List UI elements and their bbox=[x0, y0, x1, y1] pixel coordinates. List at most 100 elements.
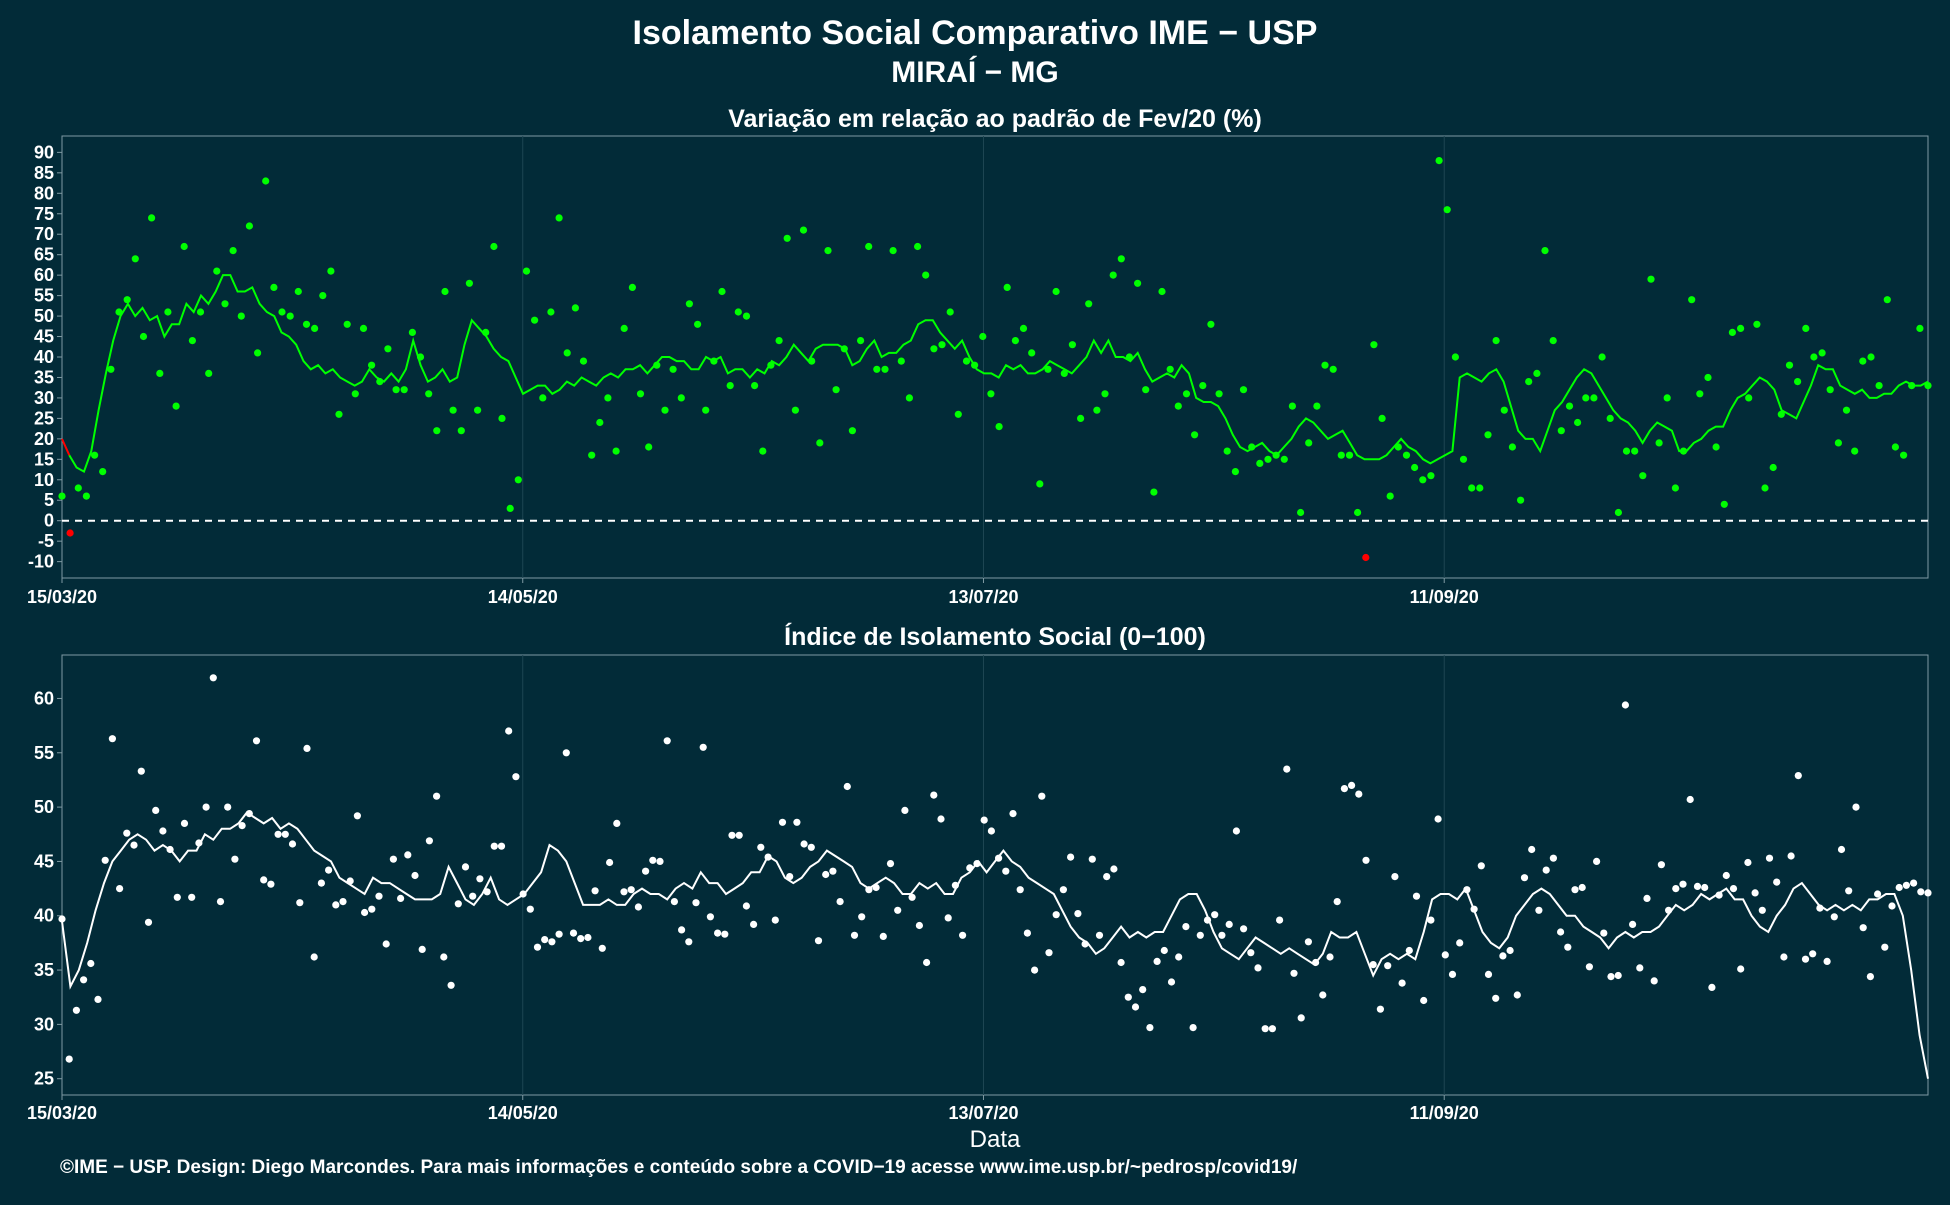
data-point bbox=[188, 893, 196, 901]
data-point bbox=[721, 930, 729, 938]
data-point bbox=[930, 345, 938, 353]
data-point bbox=[172, 402, 180, 410]
data-point bbox=[1354, 508, 1362, 517]
data-point bbox=[879, 932, 887, 941]
data-point bbox=[156, 369, 164, 377]
data-point bbox=[1582, 394, 1590, 402]
data-point bbox=[1045, 949, 1053, 957]
data-point bbox=[873, 365, 881, 373]
data-point bbox=[1902, 881, 1910, 889]
y-tick-label: 80 bbox=[34, 183, 54, 203]
data-point bbox=[531, 316, 539, 324]
data-point bbox=[278, 308, 286, 316]
data-point bbox=[726, 382, 734, 390]
data-point bbox=[1044, 365, 1052, 373]
data-point bbox=[1420, 996, 1428, 1005]
data-point bbox=[512, 773, 520, 781]
data-point bbox=[237, 312, 245, 320]
data-point bbox=[425, 390, 433, 398]
y-tick-label: 40 bbox=[34, 906, 54, 926]
data-point bbox=[807, 843, 815, 851]
panel-isolation-index: Índice de Isolamento Social (0−100) 15/03… bbox=[27, 622, 1932, 1153]
data-point bbox=[1810, 353, 1818, 361]
data-point bbox=[1435, 157, 1443, 165]
data-point bbox=[1355, 790, 1363, 798]
data-point bbox=[1031, 966, 1039, 974]
data-point bbox=[1650, 977, 1658, 985]
data-point bbox=[152, 806, 160, 815]
data-point bbox=[107, 365, 115, 373]
data-point bbox=[1737, 324, 1745, 332]
data-point bbox=[351, 390, 359, 398]
data-point bbox=[457, 427, 465, 435]
data-point bbox=[447, 981, 455, 989]
data-point bbox=[188, 337, 196, 345]
trend-line bbox=[68, 274, 1929, 474]
data-point bbox=[1737, 965, 1745, 973]
data-point bbox=[1823, 957, 1831, 966]
data-point bbox=[1910, 879, 1918, 887]
data-point bbox=[339, 898, 347, 906]
data-point bbox=[670, 898, 679, 906]
data-point bbox=[1441, 951, 1449, 959]
data-point bbox=[1470, 905, 1478, 913]
data-point bbox=[408, 328, 416, 336]
data-point bbox=[1153, 957, 1161, 966]
data-point bbox=[274, 830, 282, 838]
data-point bbox=[1704, 373, 1712, 382]
data-point bbox=[954, 410, 962, 418]
data-point bbox=[915, 921, 924, 930]
data-point bbox=[800, 840, 808, 848]
data-point bbox=[1542, 866, 1550, 874]
data-point bbox=[1622, 447, 1631, 455]
data-point bbox=[1875, 382, 1883, 390]
y-tick-label: 0 bbox=[44, 511, 54, 531]
data-point bbox=[858, 913, 866, 921]
data-point bbox=[604, 394, 612, 402]
data-point bbox=[562, 749, 570, 757]
data-point bbox=[1693, 882, 1702, 891]
data-point bbox=[288, 840, 297, 848]
y-tick-label: -5 bbox=[38, 531, 54, 551]
data-point bbox=[1333, 898, 1341, 906]
data-point bbox=[1785, 361, 1794, 369]
footer-credit: ©IME − USP. Design: Diego Marcondes. Par… bbox=[60, 1157, 1298, 1178]
data-point bbox=[694, 320, 702, 328]
y-tick-label: 35 bbox=[34, 960, 54, 980]
data-point bbox=[1240, 925, 1248, 933]
data-point bbox=[1598, 353, 1606, 361]
data-point bbox=[548, 938, 556, 946]
data-point bbox=[123, 296, 131, 304]
data-point bbox=[1867, 353, 1875, 361]
data-point bbox=[750, 920, 758, 929]
data-point bbox=[400, 386, 408, 394]
data-point bbox=[1859, 924, 1867, 932]
data-point bbox=[346, 877, 354, 885]
data-point bbox=[144, 918, 153, 926]
y-tick-label: 55 bbox=[34, 743, 54, 763]
data-point bbox=[1297, 508, 1305, 517]
data-point bbox=[1593, 857, 1601, 866]
data-point bbox=[1101, 390, 1109, 398]
data-point bbox=[1312, 958, 1320, 967]
data-point bbox=[669, 365, 677, 373]
data-point bbox=[514, 476, 522, 484]
data-point bbox=[1232, 827, 1240, 835]
data-point bbox=[449, 406, 457, 414]
data-point bbox=[1131, 1003, 1140, 1011]
y-tick-label: 5 bbox=[44, 490, 54, 510]
data-point bbox=[1272, 451, 1280, 459]
data-point bbox=[706, 913, 715, 921]
data-point bbox=[74, 484, 82, 492]
data-point bbox=[1722, 871, 1730, 880]
data-point bbox=[325, 866, 333, 874]
data-point bbox=[302, 320, 311, 328]
data-point bbox=[1199, 382, 1207, 390]
data-point bbox=[678, 926, 686, 934]
data-point bbox=[1225, 920, 1233, 929]
data-point bbox=[645, 443, 653, 451]
x-axis-label: Data bbox=[970, 1126, 1021, 1153]
data-point bbox=[1777, 410, 1785, 418]
data-point bbox=[1261, 1025, 1269, 1033]
main-title: Isolamento Social Comparativo IME − USP bbox=[633, 14, 1318, 52]
